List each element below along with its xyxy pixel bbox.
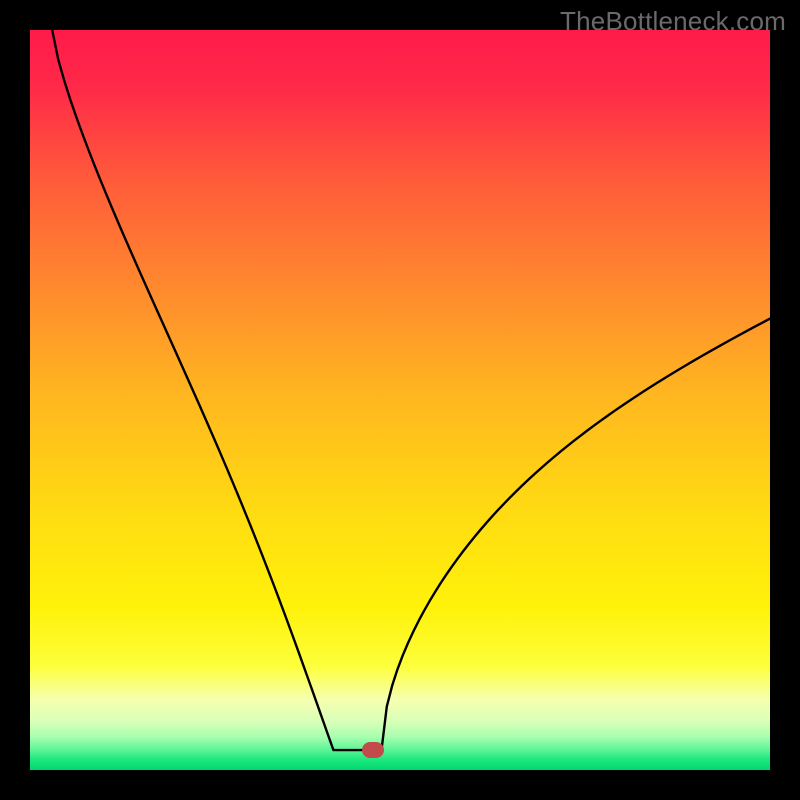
- plot-area: [30, 30, 770, 770]
- optimum-marker-icon: [362, 742, 384, 758]
- bottleneck-curve: [30, 30, 770, 770]
- chart-frame: TheBottleneck.com: [0, 0, 800, 800]
